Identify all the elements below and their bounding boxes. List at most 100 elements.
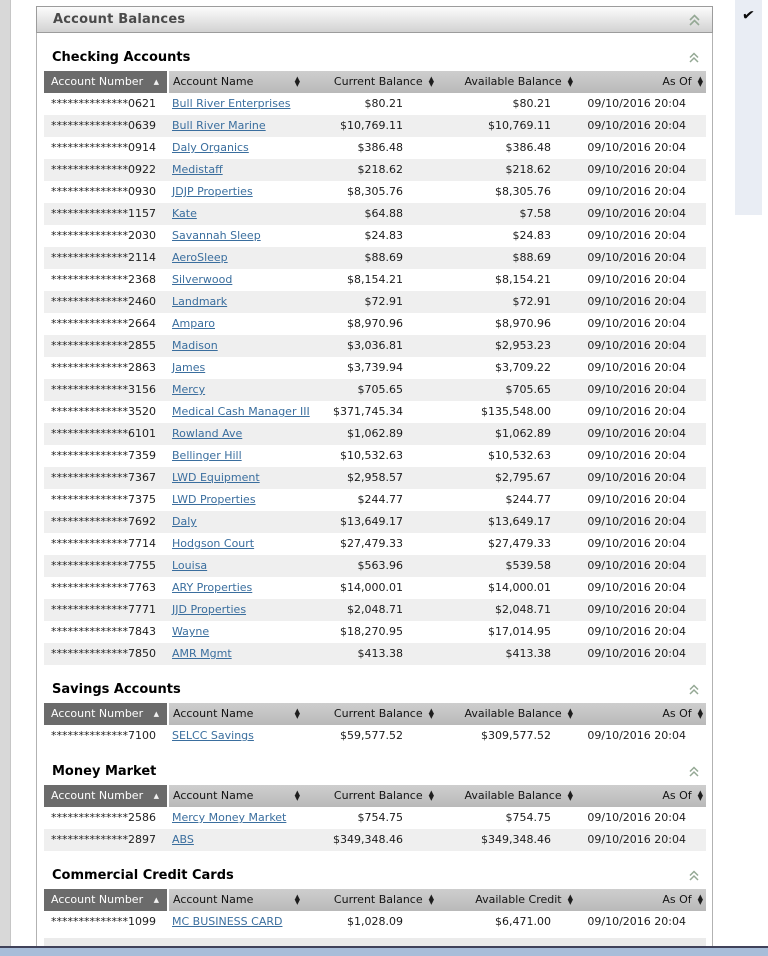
column-header-account-number[interactable]: Account Number ▲ [44, 71, 169, 93]
as-of-cell: 09/10/2016 20:04 [587, 383, 686, 396]
column-header-available-balance[interactable]: Available Balance ▲ ▼ [437, 71, 576, 93]
account-number-cell: **************2897 [51, 833, 156, 846]
account-name-link[interactable]: Silverwood [172, 273, 233, 286]
column-header-available-balance[interactable]: Available Balance ▲ ▼ [437, 785, 576, 807]
account-row: **************7100 SELCC Savings $59,577… [44, 725, 706, 747]
account-row: **************7375 LWD Properties $244.7… [44, 489, 706, 511]
account-name-link[interactable]: Madison [172, 339, 218, 352]
column-header-account-number[interactable]: Account Number ▲ [44, 703, 169, 725]
column-header-available-balance[interactable]: Available Balance ▲ ▼ [437, 703, 576, 725]
account-name-link[interactable]: Wayne [172, 625, 210, 638]
sort-icon: ▲ ▼ [294, 707, 300, 720]
account-section: Money Market Account Number ▲ Account Nam… [44, 761, 706, 851]
accounts-table: Account Number ▲ Account Name ▲ ▼ Current B… [44, 71, 706, 665]
available-balance-cell: $7.58 [519, 207, 552, 220]
account-name-link[interactable]: Mercy Money Market [172, 811, 287, 824]
account-name-link[interactable]: LWD Properties [172, 493, 256, 506]
account-name-link[interactable]: MC BUSINESS CARD [172, 915, 283, 928]
account-name-link[interactable]: Daly [172, 515, 197, 528]
column-header-current-balance[interactable]: Current Balance ▲ ▼ [310, 71, 437, 93]
account-name-link[interactable]: Amparo [172, 317, 215, 330]
account-name-cell: Louisa [168, 555, 310, 577]
collapse-section-icon[interactable] [687, 868, 701, 883]
account-name-link[interactable]: Mercy [172, 383, 206, 396]
available-balance-cell: $8,970.96 [495, 317, 551, 330]
current-balance-cell: $13,649.17 [340, 515, 403, 528]
account-row: **************7850 AMR Mgmt $413.38 $413… [44, 643, 706, 665]
account-name-link[interactable]: Rowland Ave [172, 427, 243, 440]
account-name-link[interactable]: AeroSleep [172, 251, 228, 264]
account-name-link[interactable]: Daly Organics [172, 141, 249, 154]
account-name-link[interactable]: Landmark [172, 295, 228, 308]
current-balance-cell: $80.21 [364, 97, 404, 110]
column-header-account-name[interactable]: Account Name ▲ ▼ [168, 785, 310, 807]
column-header-as-of[interactable]: As Of ▲ ▼ [576, 785, 706, 807]
account-number-cell: **************2114 [51, 251, 156, 264]
column-header-account-number[interactable]: Account Number ▲ [44, 889, 169, 911]
horizontal-scrollbar[interactable] [44, 938, 706, 946]
collapse-section-icon[interactable] [687, 764, 701, 779]
collapse-section-icon[interactable] [687, 682, 701, 697]
account-name-cell: Amparo [168, 313, 310, 335]
column-header-account-name[interactable]: Account Name ▲ ▼ [168, 71, 310, 93]
account-name-link[interactable]: Bull River Enterprises [172, 97, 291, 110]
account-name-link[interactable]: LWD Equipment [172, 471, 260, 484]
column-header-available-balance[interactable]: Available Credit ▲ ▼ [437, 889, 576, 911]
accounts-table: Account Number ▲ Account Name ▲ ▼ Current B… [44, 703, 706, 747]
account-name-link[interactable]: Savannah Sleep [172, 229, 261, 242]
column-header-as-of[interactable]: As Of ▲ ▼ [576, 889, 706, 911]
as-of-cell: 09/10/2016 20:04 [587, 427, 686, 440]
column-header-current-balance[interactable]: Current Balance ▲ ▼ [310, 785, 437, 807]
account-number-cell: **************1157 [51, 207, 156, 220]
as-of-cell: 09/10/2016 20:04 [587, 119, 686, 132]
account-name-link[interactable]: Louisa [172, 559, 208, 572]
current-balance-cell: $705.65 [357, 383, 404, 396]
account-row: **************2586 Mercy Money Market $7… [44, 807, 706, 829]
panel-body: Checking Accounts Account Number ▲ Accoun… [36, 33, 713, 947]
side-flag-panel: ✔ [735, 0, 762, 215]
account-name-link[interactable]: SELCC Savings [172, 729, 254, 742]
table-header-row: Account Number ▲ Account Name ▲ ▼ Current B… [44, 703, 706, 725]
accounts-table: Account Number ▲ Account Name ▲ ▼ Current B… [44, 889, 706, 933]
checkmark-icon: ✔ [741, 5, 757, 25]
account-name-link[interactable]: Medical Cash Manager III [172, 405, 310, 418]
column-header-account-name[interactable]: Account Name ▲ ▼ [168, 703, 310, 725]
current-balance-cell: $1,028.09 [347, 915, 403, 928]
account-name-link[interactable]: Kate [172, 207, 197, 220]
column-header-current-balance[interactable]: Current Balance ▲ ▼ [310, 703, 437, 725]
as-of-cell: 09/10/2016 20:04 [587, 625, 686, 638]
available-balance-cell: $10,769.11 [488, 119, 551, 132]
account-number-cell: **************0639 [51, 119, 156, 132]
collapse-panel-icon[interactable] [687, 12, 702, 28]
account-name-link[interactable]: AMR Mgmt [172, 647, 232, 660]
sort-icon: ▲ ▼ [294, 789, 300, 802]
column-header-current-balance[interactable]: Current Balance ▲ ▼ [310, 889, 437, 911]
account-balances-panel: Account Balances Checking Accounts [36, 6, 713, 947]
account-name-cell: AeroSleep [168, 247, 310, 269]
column-header-as-of[interactable]: As Of ▲ ▼ [576, 703, 706, 725]
account-name-link[interactable]: Hodgson Court [172, 537, 255, 550]
account-name-link[interactable]: ABS [172, 833, 194, 846]
column-header-as-of[interactable]: As Of ▲ ▼ [576, 71, 706, 93]
account-name-link[interactable]: Bellinger Hill [172, 449, 242, 462]
column-header-account-name[interactable]: Account Name ▲ ▼ [168, 889, 310, 911]
available-balance-cell: $8,305.76 [495, 185, 551, 198]
available-balance-cell: $8,154.21 [495, 273, 551, 286]
current-balance-cell: $244.77 [357, 493, 404, 506]
as-of-cell: 09/10/2016 20:04 [587, 185, 686, 198]
page-title: Account Balances [53, 12, 186, 27]
account-name-link[interactable]: JJD Properties [172, 603, 247, 616]
account-name-link[interactable]: James [172, 361, 206, 374]
account-name-link[interactable]: Bull River Marine [172, 119, 266, 132]
account-row: **************7763 ARY Properties $14,00… [44, 577, 706, 599]
account-name-link[interactable]: JDJP Properties [172, 185, 253, 198]
column-header-account-number[interactable]: Account Number ▲ [44, 785, 169, 807]
account-name-link[interactable]: ARY Properties [172, 581, 253, 594]
account-row: **************2664 Amparo $8,970.96 $8,9… [44, 313, 706, 335]
account-name-link[interactable]: Medistaff [172, 163, 223, 176]
account-name-cell: LWD Equipment [168, 467, 310, 489]
collapse-section-icon[interactable] [687, 50, 701, 65]
available-balance-cell: $413.38 [505, 647, 552, 660]
as-of-cell: 09/10/2016 20:04 [587, 295, 686, 308]
